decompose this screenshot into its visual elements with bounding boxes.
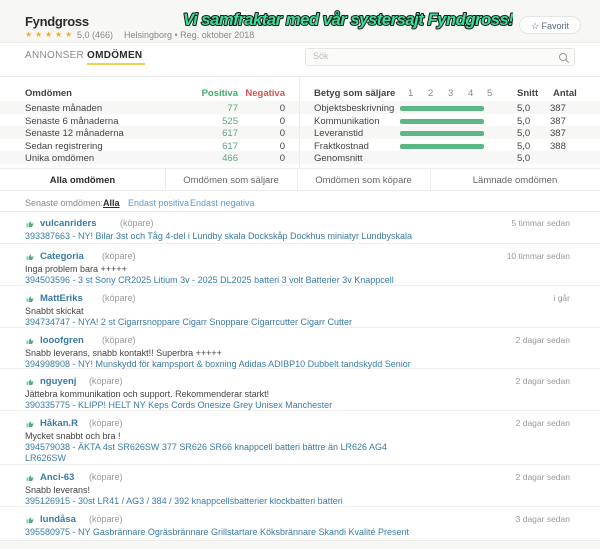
svg-text:Vi samfraktar med vår systersa: Vi samfraktar med vår systersajt Fyndgro… <box>183 10 513 29</box>
